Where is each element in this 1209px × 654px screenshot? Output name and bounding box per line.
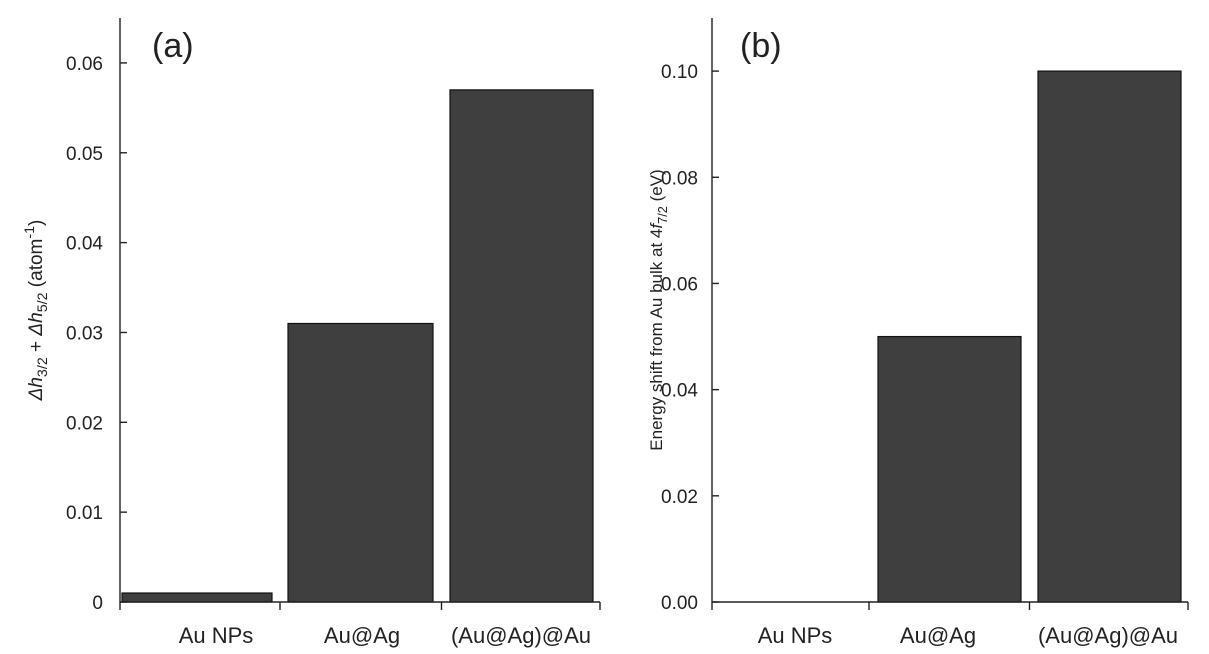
panel-a-y-tick-label: 0.04 bbox=[66, 234, 103, 255]
panel-b-category-label: (Au@Ag)@Au bbox=[1038, 623, 1178, 648]
panel-a-bar-0 bbox=[121, 592, 273, 603]
panel-b-bar-2 bbox=[1037, 70, 1182, 603]
panel-a-bar-1 bbox=[287, 322, 434, 603]
panel-b-bar-1 bbox=[877, 335, 1022, 603]
panel-a-label: (a) bbox=[152, 27, 194, 65]
panel-a-y-tick-label: 0 bbox=[92, 593, 103, 614]
panel-a-y-tick-label: 0.05 bbox=[66, 144, 103, 165]
panel-b-y-tick-label: 0.00 bbox=[661, 593, 698, 614]
panel-a-y-tick-label: 0.03 bbox=[66, 323, 103, 344]
panel-b-label: (b) bbox=[740, 27, 782, 65]
panel-a-chart: 0 0.01 0.02 0.03 0.04 0.05 0.06 Au NPs Au@Ag (Au@… bbox=[22, 18, 601, 648]
panel-a-y-axis-label: Δh3/2 + Δh5/2 (atom-1) bbox=[22, 220, 51, 402]
panel-a-category-label: Au NPs bbox=[179, 623, 254, 648]
panel-b-y-tick-label: 0.02 bbox=[661, 487, 698, 508]
panel-a-category-label: Au@Ag bbox=[324, 623, 400, 648]
panel-a-bar-2 bbox=[449, 89, 594, 603]
panel-b-y-tick-label: 0.06 bbox=[661, 274, 698, 295]
panel-b-chart: 0.00 0.02 0.04 0.06 0.08 0.10 Au NPs Au@Ag (Au@A… bbox=[647, 18, 1189, 648]
panel-a-category-label: (Au@Ag)@Au bbox=[451, 623, 591, 648]
panel-b-y-tick-label: 0.08 bbox=[661, 168, 698, 189]
panel-b-y-tick-label: 0.04 bbox=[661, 381, 698, 402]
panel-b-category-label: Au@Ag bbox=[900, 623, 976, 648]
panel-b-category-label: Au NPs bbox=[758, 623, 833, 648]
panel-b-y-axis-label: Energy shift from Au bulk at 4f7/2 (eV) bbox=[647, 169, 670, 450]
panel-a-y-tick-label: 0.02 bbox=[66, 413, 103, 434]
panel-b-y-tick-label: 0.10 bbox=[661, 62, 698, 83]
panel-a-y-tick-label: 0.06 bbox=[66, 54, 103, 75]
panel-a-y-tick-label: 0.01 bbox=[66, 503, 103, 524]
